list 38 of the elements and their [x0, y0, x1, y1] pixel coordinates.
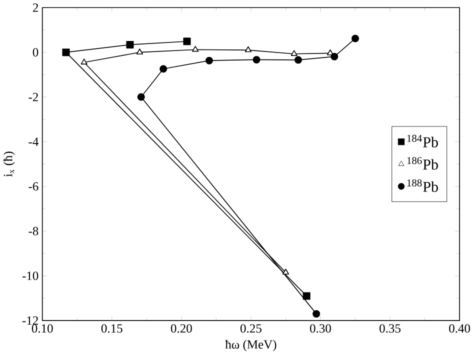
point [137, 93, 145, 101]
point [330, 52, 338, 60]
point [294, 56, 302, 64]
x-tick-label: 0.40 [449, 324, 470, 333]
x-tick-label: 0.20 [170, 324, 192, 333]
point [282, 268, 290, 275]
y-tick-label: -10 [22, 272, 38, 280]
legend-label: $^{184}$Pb [407, 134, 438, 148]
legend-label: $^{188}$Pb [407, 180, 438, 192]
point [192, 46, 199, 52]
point [126, 41, 134, 49]
x-tick-label: 0.15 [101, 324, 122, 333]
x-tick-label: 0.35 [380, 324, 401, 333]
y-tick-label: -2 [28, 93, 38, 102]
point [136, 48, 144, 55]
point [252, 56, 260, 64]
point [160, 65, 168, 73]
y-axis-title: i$_{x}$ (ħ) [3, 152, 15, 177]
x-axis-title: ħω (MeV) [225, 340, 276, 352]
point [312, 310, 320, 318]
y-tick-label: -12 [22, 316, 38, 325]
x-tick-label: 0.10 [32, 324, 53, 333]
point [80, 58, 88, 65]
y-tick-label: -6 [28, 182, 38, 191]
point [302, 292, 310, 300]
point [62, 48, 70, 56]
y-tick-label: -8 [28, 227, 38, 236]
legend-label: $^{186}$Pb [407, 157, 438, 170]
point [352, 34, 360, 42]
y-tick-label: 2 [32, 4, 38, 12]
y-tick-label: -4 [28, 138, 38, 146]
point [205, 56, 213, 64]
y-tick-label: 0 [32, 48, 38, 57]
point [183, 38, 191, 46]
point [290, 50, 298, 56]
x-tick-label: 0.30 [310, 324, 331, 333]
x-tick-label: 0.25 [240, 324, 262, 333]
point [244, 46, 252, 52]
